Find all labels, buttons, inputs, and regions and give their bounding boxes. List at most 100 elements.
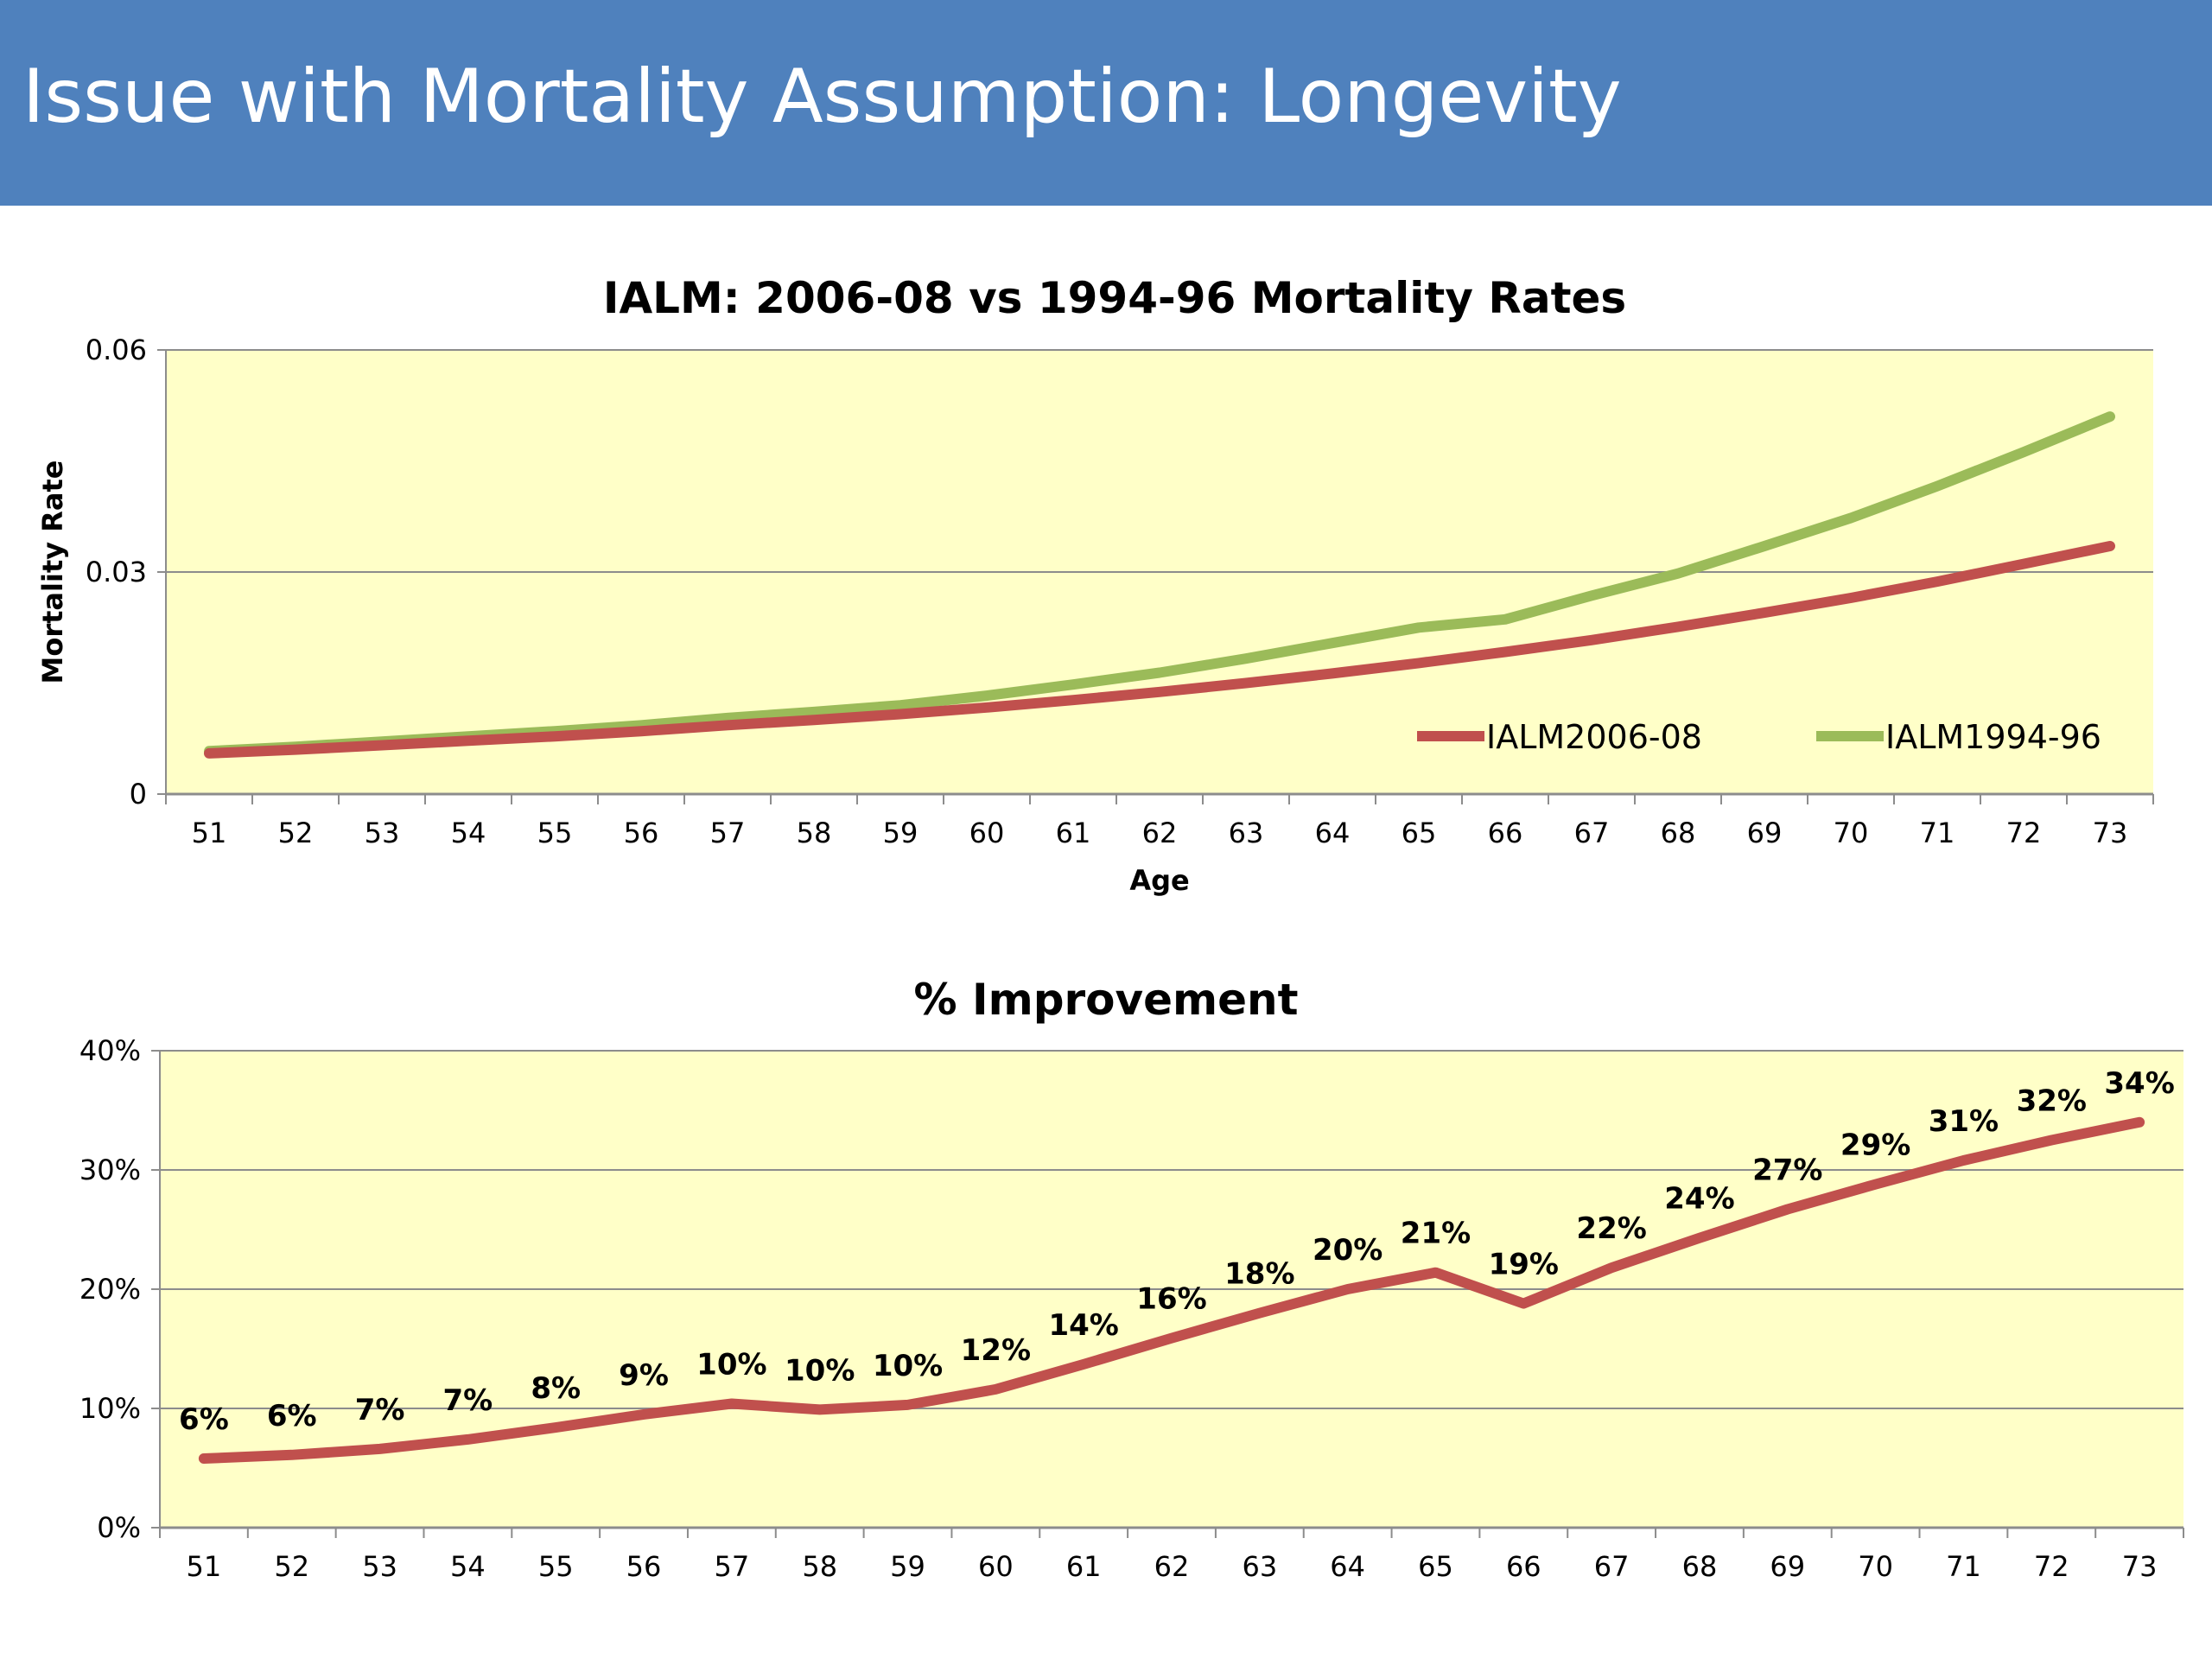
x-tick-label: 56 bbox=[624, 817, 659, 849]
y-tick-label: 30% bbox=[79, 1154, 141, 1186]
chart1-gridlines bbox=[157, 349, 2154, 804]
x-tick-label: 62 bbox=[1142, 817, 1178, 849]
x-tick-label: 67 bbox=[1594, 1550, 1630, 1583]
x-tick-label: 71 bbox=[1946, 1550, 1981, 1583]
x-tick-label: 57 bbox=[710, 817, 746, 849]
data-label: 6% bbox=[267, 1399, 317, 1433]
data-label: 34% bbox=[2104, 1066, 2174, 1101]
x-tick-label: 57 bbox=[715, 1550, 750, 1583]
legend-label-2006: IALM2006-08 bbox=[1486, 718, 1702, 756]
improvement-chart: % Improvement 0%10%20%30%40% 51 52 53 54 55 5… bbox=[79, 975, 2184, 1583]
x-tick-label: 62 bbox=[1154, 1550, 1190, 1583]
x-tick-label: 60 bbox=[969, 817, 1005, 849]
legend-label-1994: IALM1994-96 bbox=[1885, 718, 2101, 756]
data-label: 32% bbox=[2017, 1084, 2087, 1119]
x-tick-label: 58 bbox=[802, 1550, 837, 1583]
x-tick-label: 59 bbox=[883, 817, 918, 849]
x-tick-label: 64 bbox=[1330, 1550, 1365, 1583]
x-tick-label: 60 bbox=[978, 1550, 1014, 1583]
chart1-series-lines bbox=[204, 411, 2115, 759]
data-label: 7% bbox=[355, 1393, 405, 1427]
x-tick-label: 52 bbox=[278, 817, 314, 849]
data-label: 10% bbox=[785, 1353, 855, 1388]
data-label: 12% bbox=[961, 1333, 1031, 1368]
chart2-gridlines bbox=[151, 1050, 2184, 1538]
x-tick-label: 56 bbox=[626, 1550, 662, 1583]
x-tick-label: 61 bbox=[1056, 817, 1091, 849]
y-tick-label: 0% bbox=[97, 1511, 141, 1544]
x-tick-label: 70 bbox=[1834, 817, 1869, 849]
chart1-y-ticks: 0 0.03 0.06 bbox=[86, 334, 147, 810]
data-label: 21% bbox=[1401, 1217, 1471, 1251]
x-tick-label: 51 bbox=[192, 817, 227, 849]
x-tick-label: 59 bbox=[890, 1550, 925, 1583]
chart1-title: IALM: 2006-08 vs 1994-96 Mortality Rates bbox=[603, 273, 1626, 323]
chart2-series-lines bbox=[198, 1116, 2145, 1464]
data-label: 19% bbox=[1489, 1248, 1559, 1282]
x-tick-label: 65 bbox=[1402, 817, 1437, 849]
chart1-x-ticks: 51 52 53 54 55 56 57 58 59 60 61 62 63 64 65 66 67 68 69 70… bbox=[192, 817, 2128, 849]
x-tick-label: 54 bbox=[450, 1550, 486, 1583]
data-label: 22% bbox=[1576, 1211, 1646, 1246]
y-tick-label: 0.06 bbox=[86, 334, 147, 366]
data-label: 27% bbox=[1752, 1154, 1822, 1188]
chart1-legend: IALM2006-08 IALM1994-96 bbox=[1417, 718, 2101, 756]
x-tick-label: 73 bbox=[2093, 817, 2128, 849]
x-tick-label: 55 bbox=[538, 1550, 574, 1583]
y-tick-label: 20% bbox=[79, 1273, 141, 1306]
data-label: 24% bbox=[1664, 1182, 1734, 1217]
x-tick-label: 67 bbox=[1574, 817, 1610, 849]
x-tick-label: 53 bbox=[362, 1550, 397, 1583]
y-tick-label: 10% bbox=[79, 1392, 141, 1425]
data-label: 9% bbox=[619, 1358, 669, 1393]
data-label: 6% bbox=[179, 1402, 229, 1437]
series-line-series-0 bbox=[198, 1116, 2145, 1464]
data-label: 7% bbox=[443, 1383, 493, 1418]
x-tick-label: 61 bbox=[1066, 1550, 1102, 1583]
x-tick-label: 64 bbox=[1315, 817, 1351, 849]
chart2-y-ticks: 0% 10% 20% 30% 40% bbox=[79, 1034, 141, 1544]
x-tick-label: 52 bbox=[274, 1550, 309, 1583]
x-tick-label: 68 bbox=[1682, 1550, 1718, 1583]
x-tick-label: 68 bbox=[1661, 817, 1696, 849]
data-label: 10% bbox=[696, 1347, 766, 1382]
x-tick-label: 66 bbox=[1488, 817, 1523, 849]
data-label: 10% bbox=[873, 1349, 943, 1383]
chart2-data-labels: 6% 6% 7% 7% 8% 9% 10% 10% 10% 12% 14% 16% 18% 20% 21% 1… bbox=[179, 1066, 2175, 1437]
mortality-rates-chart: IALM: 2006-08 vs 1994-96 Mortality Rates… bbox=[36, 273, 2154, 897]
data-label: 16% bbox=[1136, 1282, 1206, 1317]
data-label: 29% bbox=[1840, 1128, 1910, 1163]
y-tick-label: 0.03 bbox=[86, 556, 147, 588]
x-tick-label: 69 bbox=[1770, 1550, 1805, 1583]
x-tick-label: 58 bbox=[797, 817, 832, 849]
chart1-x-axis-title: Age bbox=[1129, 864, 1189, 897]
y-tick-label: 0 bbox=[130, 778, 147, 810]
slide-title-bar: Issue with Mortality Assumption: Longevi… bbox=[0, 0, 2212, 206]
series-line-IALM2006-08 bbox=[204, 541, 2115, 759]
x-tick-label: 72 bbox=[2006, 817, 2042, 849]
slide-title: Issue with Mortality Assumption: Longevi… bbox=[22, 54, 1622, 140]
x-tick-label: 63 bbox=[1229, 817, 1264, 849]
x-tick-label: 63 bbox=[1242, 1550, 1277, 1583]
x-tick-label: 70 bbox=[1858, 1550, 1893, 1583]
charts-canvas: IALM: 2006-08 vs 1994-96 Mortality Rates… bbox=[36, 273, 2184, 1583]
chart1-y-axis-title: Mortality Rate bbox=[36, 461, 69, 684]
x-tick-label: 53 bbox=[365, 817, 400, 849]
chart2-x-ticks: 51 52 53 54 55 56 57 58 59 60 61 62 63 64 65 66 67 68 69 70… bbox=[187, 1550, 2158, 1583]
data-label: 8% bbox=[531, 1371, 581, 1406]
x-tick-label: 69 bbox=[1747, 817, 1783, 849]
data-label: 18% bbox=[1224, 1257, 1294, 1292]
x-tick-label: 51 bbox=[187, 1550, 222, 1583]
x-tick-label: 73 bbox=[2122, 1550, 2158, 1583]
chart2-title: % Improvement bbox=[913, 975, 1298, 1025]
x-tick-label: 55 bbox=[537, 817, 573, 849]
x-tick-label: 72 bbox=[2034, 1550, 2069, 1583]
x-tick-label: 65 bbox=[1418, 1550, 1453, 1583]
x-tick-label: 54 bbox=[451, 817, 486, 849]
data-label: 20% bbox=[1313, 1233, 1382, 1268]
x-tick-label: 66 bbox=[1506, 1550, 1541, 1583]
data-label: 31% bbox=[1929, 1104, 1999, 1139]
x-tick-label: 71 bbox=[1920, 817, 1955, 849]
data-label: 14% bbox=[1048, 1308, 1118, 1343]
y-tick-label: 40% bbox=[79, 1034, 141, 1067]
